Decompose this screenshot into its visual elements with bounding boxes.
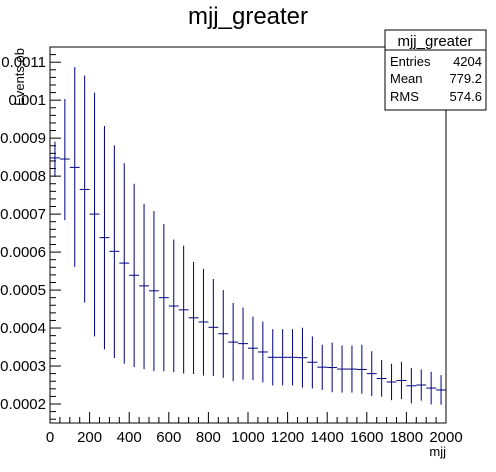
histogram-bin (248, 317, 258, 380)
y-tick-label: 0.0004 (0, 320, 46, 337)
stats-title: mjj_greater (397, 33, 472, 50)
histogram-bin (129, 184, 139, 367)
x-tick-label: 1000 (231, 429, 264, 446)
histogram-bin (90, 93, 100, 337)
histogram-bin (139, 204, 149, 369)
histogram-bin (327, 342, 337, 392)
stats-rms-label: RMS (390, 89, 419, 104)
histogram-bin (298, 328, 308, 388)
histogram-bin (357, 345, 367, 394)
y-tick-label: 0.0006 (0, 244, 46, 261)
stats-entries-label: Entries (390, 54, 431, 69)
histogram-bin (80, 75, 90, 302)
histogram-bin (169, 240, 179, 373)
histogram-bin (317, 345, 327, 390)
histogram-bin (228, 303, 238, 381)
stats-entries-value: 4204 (453, 54, 482, 69)
stats-mean-label: Mean (390, 71, 423, 86)
y-tick-label: 0.0003 (0, 358, 46, 375)
histogram-bin (60, 99, 70, 220)
histogram-bin (268, 329, 278, 385)
histogram-bin (208, 279, 218, 376)
histogram-bin (307, 336, 317, 388)
histogram-bin (337, 346, 347, 393)
histogram-bin (367, 351, 377, 396)
stats-box: mjj_greater Entries 4204 Mean 779.2 RMS … (385, 30, 486, 110)
histogram-bin (100, 126, 110, 349)
histogram-bin (426, 372, 436, 405)
histogram-bin (179, 246, 189, 374)
histogram-bin (406, 368, 416, 403)
x-tick-label: 1600 (350, 429, 383, 446)
histogram-bin (377, 360, 387, 397)
x-tick-label: 1200 (271, 429, 304, 446)
x-tick-label: 800 (196, 429, 221, 446)
x-tick-label: 1800 (390, 429, 423, 446)
histogram-bin (288, 329, 298, 385)
histogram-bin (258, 322, 268, 383)
y-axis: 0.0002 0.0003 0.0004 0.0005 0.0006 0.0007 0.00… (0, 47, 61, 419)
histogram-bin (416, 369, 426, 400)
histogram-bin (50, 142, 60, 177)
x-axis-title: mjj (429, 444, 446, 459)
histogram-bin (109, 145, 119, 358)
histogram-bin (397, 362, 407, 399)
histogram-bin (199, 269, 209, 376)
x-tick-label: 0 (46, 429, 54, 446)
stats-mean-value: 779.2 (449, 71, 482, 86)
histogram-bin (159, 224, 169, 371)
histogram-bin (387, 364, 397, 400)
stats-rms-value: 574.6 (449, 89, 482, 104)
y-tick-label: 0.0007 (0, 206, 46, 223)
histogram-bin (189, 262, 199, 374)
x-tick-label: 1400 (311, 429, 344, 446)
y-axis-title: Events,ob (12, 48, 27, 106)
chart-title: mjj_greater (188, 3, 308, 30)
histogram-bin (119, 163, 129, 364)
y-tick-label: 0.0008 (0, 168, 46, 185)
histogram-bin (278, 329, 288, 385)
histogram-bin (238, 308, 248, 380)
x-tick-label: 600 (156, 429, 181, 446)
x-tick-label: 200 (77, 429, 102, 446)
x-tick-label: 400 (117, 429, 142, 446)
y-tick-label: 0.0009 (0, 130, 46, 147)
histogram-bins (50, 67, 446, 405)
x-axis: 0 200 400 600 800 1000 1200 1400 1600 1800 2000 (46, 412, 463, 446)
histogram-bin (436, 375, 446, 405)
histogram-bin (70, 67, 80, 267)
histogram-bin (149, 211, 159, 371)
y-tick-label: 0.0005 (0, 282, 46, 299)
histogram-bin (347, 346, 357, 393)
histogram-bin (218, 290, 228, 378)
y-tick-label: 0.0002 (0, 396, 46, 413)
